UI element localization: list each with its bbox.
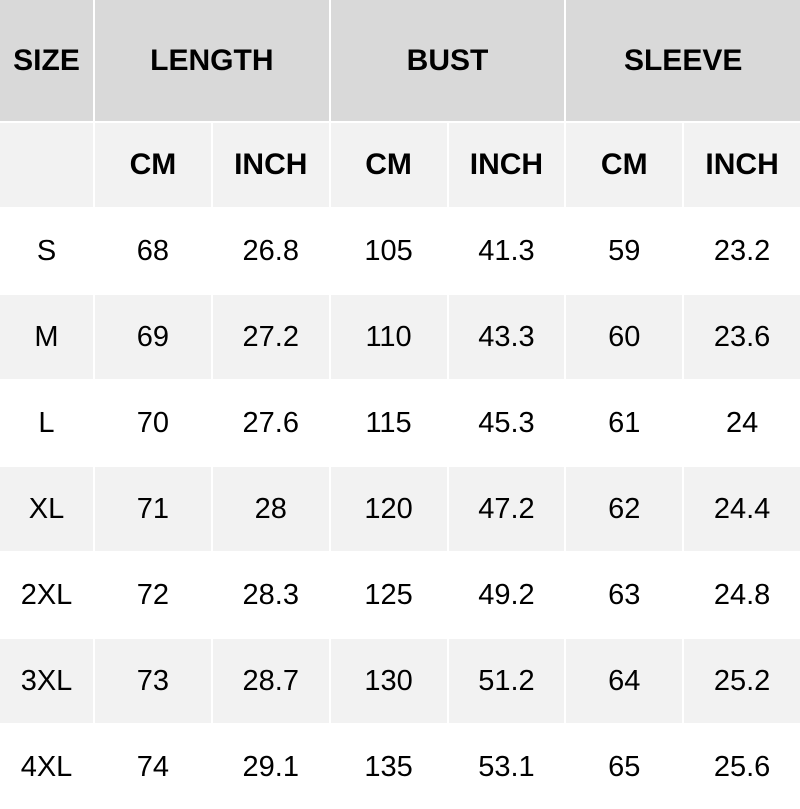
table-cell: 69	[95, 295, 211, 379]
table-cell: 74	[95, 725, 211, 809]
header-length: LENGTH	[95, 0, 329, 121]
table-cell: 68	[95, 209, 211, 293]
header-bust: BUST	[330, 0, 565, 121]
table-cell: 70	[95, 381, 211, 465]
table-cell: 28	[212, 467, 329, 551]
table-cell: 62	[566, 467, 683, 551]
subheader-empty	[0, 123, 93, 207]
table-cell: 28.3	[212, 553, 329, 637]
size-label-cell: 4XL	[0, 725, 93, 809]
subheader-unit: CM	[330, 123, 447, 207]
table-cell: 24.4	[684, 467, 800, 551]
subheader-unit: CM	[566, 123, 683, 207]
table-cell: 29.1	[212, 725, 329, 809]
subheader-unit: INCH	[684, 123, 800, 207]
table-cell: 120	[330, 467, 447, 551]
table-cell: 59	[566, 209, 683, 293]
table-cell: 25.6	[684, 725, 800, 809]
table-cell: 71	[95, 467, 211, 551]
size-label-cell: 3XL	[0, 639, 93, 723]
table-cell: 60	[566, 295, 683, 379]
table-cell: 43.3	[448, 295, 565, 379]
table-cell: 130	[330, 639, 447, 723]
table-cell: 47.2	[448, 467, 565, 551]
table-cell: 27.6	[212, 381, 329, 465]
table-cell: 41.3	[448, 209, 565, 293]
table-cell: 61	[566, 381, 683, 465]
table-cell: 73	[95, 639, 211, 723]
table-cell: 23.6	[684, 295, 800, 379]
size-label-cell: XL	[0, 467, 93, 551]
table-cell: 65	[566, 725, 683, 809]
table-cell: 63	[566, 553, 683, 637]
table-cell: 27.2	[212, 295, 329, 379]
table-cell: 64	[566, 639, 683, 723]
table-cell: 24	[684, 381, 800, 465]
header-sleeve: SLEEVE	[566, 0, 800, 121]
subheader-unit: INCH	[448, 123, 565, 207]
table-cell: 53.1	[448, 725, 565, 809]
table-cell: 26.8	[212, 209, 329, 293]
table-cell: 51.2	[448, 639, 565, 723]
table-cell: 25.2	[684, 639, 800, 723]
subheader-unit: CM	[95, 123, 211, 207]
table-cell: 135	[330, 725, 447, 809]
size-label-cell: L	[0, 381, 93, 465]
table-cell: 28.7	[212, 639, 329, 723]
size-label-cell: S	[0, 209, 93, 293]
subheader-unit: INCH	[212, 123, 329, 207]
table-cell: 110	[330, 295, 447, 379]
table-cell: 72	[95, 553, 211, 637]
table-cell: 23.2	[684, 209, 800, 293]
table-cell: 24.8	[684, 553, 800, 637]
table-cell: 49.2	[448, 553, 565, 637]
header-size: SIZE	[0, 0, 93, 121]
table-cell: 45.3	[448, 381, 565, 465]
table-cell: 125	[330, 553, 447, 637]
size-label-cell: M	[0, 295, 93, 379]
table-cell: 105	[330, 209, 447, 293]
size-label-cell: 2XL	[0, 553, 93, 637]
table-cell: 115	[330, 381, 447, 465]
